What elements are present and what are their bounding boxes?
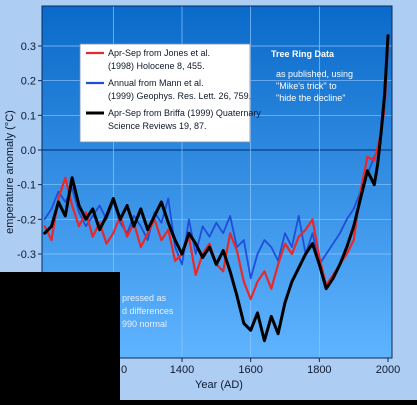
series-line-mann [43,142,383,280]
legend-entry-text: (1998) Holocene 8, 455. [108,61,205,71]
annotation-line-2: "Mike's trick" to [276,81,337,91]
annotation-line-1: as published, using [276,69,353,79]
x-axis: 1400 1600 1800 2000 [170,358,400,376]
annotation-title: Tree Ring Data [271,49,335,59]
y-tick-label: -0.1 [17,180,36,192]
legend-entry-text: Apr-Sep from Briffa (1999) Quaternary [108,108,261,118]
y-tick-label: -0.3 [17,249,36,261]
y-tick-label: 0.3 [21,41,36,53]
legend-entry-text: Apr-Sep from Jones et al. [108,48,210,58]
y-tick-label: 0.0 [21,145,36,157]
y-axis-title: emperature anomaly (°C) [4,110,16,234]
annotation-line-3: "hide the decline" [276,93,345,103]
annotation: Tree Ring Data as published, using "Mike… [271,49,353,103]
legend-entry-text: Science Reviews 19, 87. [108,121,207,131]
x-axis-title: Year (AD) [195,379,243,391]
x-tick-label: 1800 [307,364,331,376]
baseline-note: pressed as d differences 990 normal [122,293,174,329]
legend-entry-text: (1999) Geophys. Res. Lett. 26, 759. [108,91,251,101]
x-tick-label: 1400 [170,364,194,376]
note-line-1: pressed as [122,293,167,303]
series-line-briffa [43,34,390,343]
y-tick-label: -0.2 [17,214,36,226]
note-line-2: d differences [122,306,174,316]
occluding-box [0,272,120,400]
legend-box [79,43,251,143]
y-axis: 0.3 0.2 0.1 0.0 -0.1 -0.2 -0.3 [17,41,42,261]
y-tick-label: 0.2 [21,76,36,88]
x-tick-label-partial: 0 [121,364,127,376]
series-lines [43,34,390,343]
legend: Apr-Sep from Jones et al. (1998) Holocene… [79,43,261,143]
y-tick-label: 0.1 [21,110,36,122]
legend-entry-text: Annual from Mann et al. [108,78,204,88]
x-tick-label: 2000 [376,364,400,376]
plot-frame [41,5,393,359]
x-tick-label: 1600 [238,364,262,376]
note-line-3: 990 normal [122,319,167,329]
